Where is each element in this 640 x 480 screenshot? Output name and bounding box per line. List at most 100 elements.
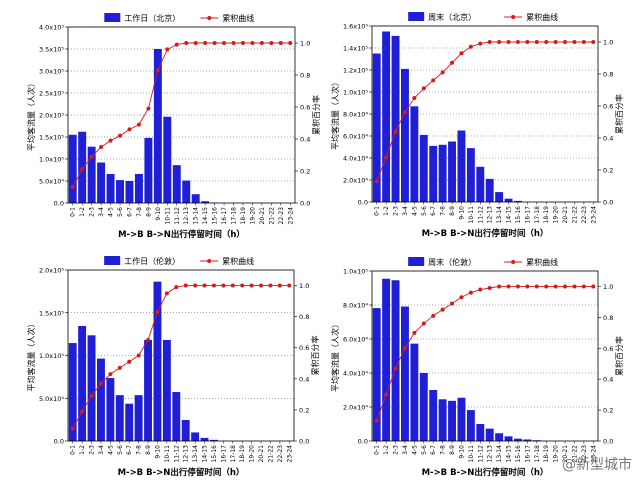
x-tick-label: 20-21 bbox=[562, 206, 569, 224]
bar bbox=[504, 198, 513, 202]
y2-tick-label: 0.2 bbox=[603, 167, 613, 175]
x-tick-label: 9-10 bbox=[458, 445, 465, 459]
x-tick-label: 6-7 bbox=[430, 206, 437, 216]
x-tick-label: 10-11 bbox=[468, 445, 475, 463]
x-axis-label: M->B B->N出行停留时间（h） bbox=[422, 228, 549, 239]
x-tick-label: 6-7 bbox=[126, 445, 133, 455]
x-tick-label: 14-15 bbox=[202, 445, 209, 463]
x-tick-label: 0-1 bbox=[374, 445, 381, 455]
x-tick-label: 15-16 bbox=[211, 445, 218, 463]
y-tick-label: 0.0 bbox=[358, 199, 368, 207]
y-tick-label: 1.0x10⁵ bbox=[39, 352, 64, 360]
legend-line-label: 累积曲线 bbox=[526, 12, 558, 22]
x-tick-label: 23-24 bbox=[286, 445, 293, 463]
cumulative-point bbox=[117, 365, 122, 370]
bar bbox=[401, 306, 409, 441]
bar bbox=[410, 106, 419, 202]
cumulative-point bbox=[250, 41, 255, 45]
bar bbox=[172, 392, 181, 441]
cumulative-point bbox=[374, 179, 379, 184]
cumulative-point bbox=[155, 309, 160, 314]
x-tick-label: 15-16 bbox=[515, 206, 522, 224]
x-tick-label: 20-21 bbox=[562, 445, 569, 463]
x-tick-label: 5-6 bbox=[421, 206, 428, 216]
y2-tick-label: 0.0 bbox=[603, 438, 613, 446]
cumulative-point bbox=[468, 44, 473, 49]
y2-tick-label: 0.4 bbox=[300, 136, 310, 144]
bar bbox=[429, 145, 438, 202]
cumulative-point bbox=[193, 41, 198, 45]
cumulative-point bbox=[487, 40, 492, 44]
cumulative-point bbox=[259, 283, 264, 288]
x-tick-label: 12-13 bbox=[183, 207, 190, 225]
cumulative-point bbox=[277, 283, 282, 288]
x-tick-label: 0-1 bbox=[374, 206, 381, 216]
legend-line-label: 累积曲线 bbox=[222, 13, 254, 23]
bar bbox=[115, 395, 124, 441]
x-tick-label: 14-15 bbox=[506, 206, 513, 224]
cumulative-point bbox=[534, 284, 539, 289]
y2-tick-label: 0.2 bbox=[300, 168, 310, 176]
y2-tick-label: 1.0 bbox=[603, 283, 613, 291]
cumulative-point bbox=[80, 409, 85, 414]
cumulative-point bbox=[534, 40, 539, 44]
bar bbox=[153, 281, 162, 441]
legend-bar-label: 周末（北京） bbox=[428, 12, 476, 22]
y2-tick-label: 0.4 bbox=[603, 135, 613, 143]
cumulative-point bbox=[591, 284, 596, 289]
x-tick-label: 22-23 bbox=[581, 206, 588, 224]
x-tick-label: 12-13 bbox=[487, 445, 494, 463]
cumulative-point bbox=[230, 283, 235, 288]
bar bbox=[448, 400, 456, 441]
cumulative-point bbox=[459, 51, 464, 56]
bar bbox=[181, 420, 190, 441]
x-tick-label: 7-8 bbox=[136, 445, 143, 455]
cumulative-point bbox=[431, 313, 436, 318]
cumulative-point bbox=[202, 283, 207, 288]
legend: 工作日（伦敦） 累积曲线 bbox=[104, 256, 254, 266]
cumulative-point bbox=[478, 41, 483, 46]
y-tick-label: 2.0x10⁴ bbox=[343, 177, 368, 185]
bar bbox=[87, 146, 96, 203]
cumulative-point bbox=[525, 284, 530, 289]
cumulative-point bbox=[288, 41, 293, 45]
y2-tick-label: 0.4 bbox=[603, 376, 613, 384]
legend-bar-label: 周末（伦敦） bbox=[428, 257, 476, 267]
plot-frame bbox=[371, 270, 599, 442]
cumulative-point bbox=[136, 353, 141, 358]
cumulative-point bbox=[287, 283, 292, 288]
bar bbox=[68, 343, 77, 441]
x-tick-label: 8-9 bbox=[145, 207, 152, 217]
bar bbox=[163, 116, 172, 203]
bar bbox=[97, 162, 106, 203]
x-tick-label: 21-22 bbox=[571, 206, 578, 224]
x-axis-label: M->B B->N出行停留时间（h） bbox=[118, 467, 245, 478]
y-axis-label: 平均客流量（人次） bbox=[330, 78, 340, 150]
x-tick-label: 16-17 bbox=[220, 445, 227, 463]
x-tick-label: 13-14 bbox=[496, 206, 503, 224]
cumulative-point bbox=[174, 42, 179, 47]
cumulative-point bbox=[393, 366, 398, 371]
y-tick-label: 2.0x10⁴ bbox=[343, 404, 368, 412]
x-tick-label: 18-19 bbox=[239, 445, 246, 463]
y2-axis-label: 累积百分率 bbox=[614, 94, 624, 134]
bar bbox=[162, 339, 171, 441]
chart-panel-4: 0.0 2.0x10⁴ 4.0x10⁴ 6.0x10⁴ 8.0x10⁴ 1.0x10⁵ 0.… bbox=[330, 257, 624, 478]
y-tick-label: 8.0x10⁴ bbox=[343, 111, 368, 119]
x-tick-label: 16-17 bbox=[524, 206, 531, 224]
cumulative-point bbox=[478, 287, 483, 292]
x-tick-label: 11-12 bbox=[174, 207, 181, 225]
x-tick-label: 8-9 bbox=[449, 445, 456, 455]
x-tick-label: 1-2 bbox=[79, 445, 86, 455]
x-tick-label: 3-4 bbox=[402, 206, 409, 216]
x-tick-label: 19-20 bbox=[249, 207, 256, 225]
y-tick-label: 4.0x10⁴ bbox=[343, 155, 368, 163]
x-tick-label: 1-2 bbox=[383, 206, 390, 216]
cumulative-point bbox=[146, 106, 151, 111]
plot-frame bbox=[67, 26, 296, 204]
x-tick-label: 15-16 bbox=[212, 207, 219, 225]
watermark: @新型城市 bbox=[562, 457, 632, 473]
cumulative-point bbox=[89, 393, 94, 398]
cumulative-point bbox=[402, 110, 407, 115]
bar bbox=[438, 144, 447, 202]
